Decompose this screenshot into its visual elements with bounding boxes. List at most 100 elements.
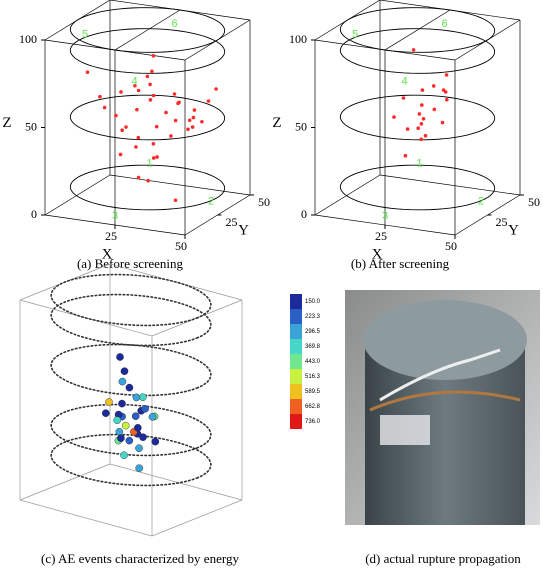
y-tick-label: 25 — [226, 215, 238, 229]
colorbar-swatch — [290, 294, 302, 309]
data-point — [118, 152, 123, 157]
event-sphere — [132, 393, 141, 402]
sensor-label: 6 — [171, 18, 177, 30]
data-point — [172, 92, 177, 96]
z-tick-label: 0 — [301, 207, 307, 221]
data-point — [419, 137, 424, 142]
caption: (d) actual rupture propagation — [365, 551, 521, 566]
data-point — [119, 90, 123, 94]
y-tick-label: 50 — [258, 195, 270, 209]
colorbar-label: 296.5 — [305, 329, 321, 335]
x-axis-label: X — [102, 246, 113, 262]
sensor-ring — [50, 433, 212, 487]
data-point — [148, 98, 153, 102]
data-point — [401, 96, 406, 100]
y-tick-label: 50 — [528, 195, 540, 209]
colorbar-label: 662.8 — [305, 404, 321, 410]
data-point — [133, 83, 137, 88]
data-point — [155, 155, 159, 159]
data-point — [444, 73, 449, 77]
sensor-ring — [69, 94, 226, 141]
data-point — [120, 128, 124, 132]
data-point — [134, 145, 138, 149]
event-sphere — [120, 367, 129, 376]
event-sphere — [125, 436, 134, 445]
x-tick-label: 25 — [375, 229, 387, 243]
caption: (c) AE events characterized by energy — [41, 551, 239, 566]
x-tick-label: 25 — [105, 229, 117, 243]
data-point — [148, 82, 152, 87]
box-edge — [379, 174, 521, 196]
event-sphere — [141, 404, 149, 413]
y-axis-label: Y — [238, 222, 249, 238]
data-point — [420, 103, 424, 107]
box-edge — [109, 174, 251, 196]
sensor-label: 1 — [146, 158, 152, 170]
box-edge — [19, 499, 153, 537]
data-point — [164, 110, 168, 115]
data-point — [151, 156, 156, 160]
event-sphere — [102, 409, 110, 418]
sensor-label: 1 — [416, 158, 422, 170]
data-point — [432, 107, 437, 112]
event-sphere — [115, 427, 124, 436]
data-point — [150, 69, 154, 74]
sensor-ring — [339, 94, 496, 141]
data-point — [420, 88, 425, 92]
data-point — [403, 153, 408, 158]
x-axis-label: X — [372, 246, 383, 262]
data-point — [214, 87, 218, 91]
data-point — [169, 134, 173, 138]
colorbar-label: 443.0 — [305, 359, 321, 365]
data-point — [136, 135, 141, 140]
sensor-label: 2 — [208, 195, 214, 207]
data-point — [200, 119, 204, 124]
z-tick-label: 100 — [19, 32, 37, 46]
sensor-label: 2 — [478, 195, 484, 207]
sensor-label: 6 — [441, 18, 447, 30]
event-sphere — [138, 393, 147, 402]
sensor-ring — [339, 28, 496, 74]
x-tick-label: 50 — [175, 239, 187, 253]
data-point — [431, 84, 436, 88]
data-point — [419, 122, 424, 126]
event-sphere — [133, 423, 142, 432]
z-tick-label: 100 — [289, 32, 307, 46]
sensor-ring — [69, 164, 226, 211]
data-point — [102, 105, 107, 110]
data-point — [151, 54, 156, 58]
colorbar-swatch — [290, 384, 302, 399]
y-tick-label: 25 — [496, 215, 508, 229]
data-point — [186, 127, 190, 132]
sensor-ring — [339, 7, 496, 53]
data-point — [206, 99, 211, 103]
data-point — [440, 120, 445, 125]
z-axis-label: Z — [272, 115, 281, 131]
data-point — [114, 113, 118, 118]
data-point — [173, 198, 178, 203]
z-axis-label: Z — [2, 115, 11, 131]
colorbar-swatch — [290, 369, 302, 384]
colorbar-swatch — [290, 414, 302, 429]
box-edge — [151, 499, 243, 537]
event-sphere — [151, 437, 160, 446]
plane-line — [384, 9, 451, 225]
event-sphere — [139, 433, 147, 442]
data-point — [85, 70, 90, 74]
photo — [345, 290, 540, 525]
colorbar-label: 223.3 — [305, 314, 321, 320]
data-point — [423, 133, 428, 138]
data-point — [151, 142, 156, 146]
data-point — [411, 48, 416, 52]
data-point — [135, 107, 139, 112]
data-point — [176, 101, 180, 106]
data-point — [421, 117, 426, 121]
data-point — [192, 108, 197, 112]
z-tick-label: 0 — [31, 207, 37, 221]
event-sphere — [135, 464, 143, 473]
sensor-ring — [339, 164, 496, 211]
colorbar-swatch — [290, 324, 302, 339]
data-point — [136, 175, 141, 180]
data-point — [405, 127, 410, 131]
